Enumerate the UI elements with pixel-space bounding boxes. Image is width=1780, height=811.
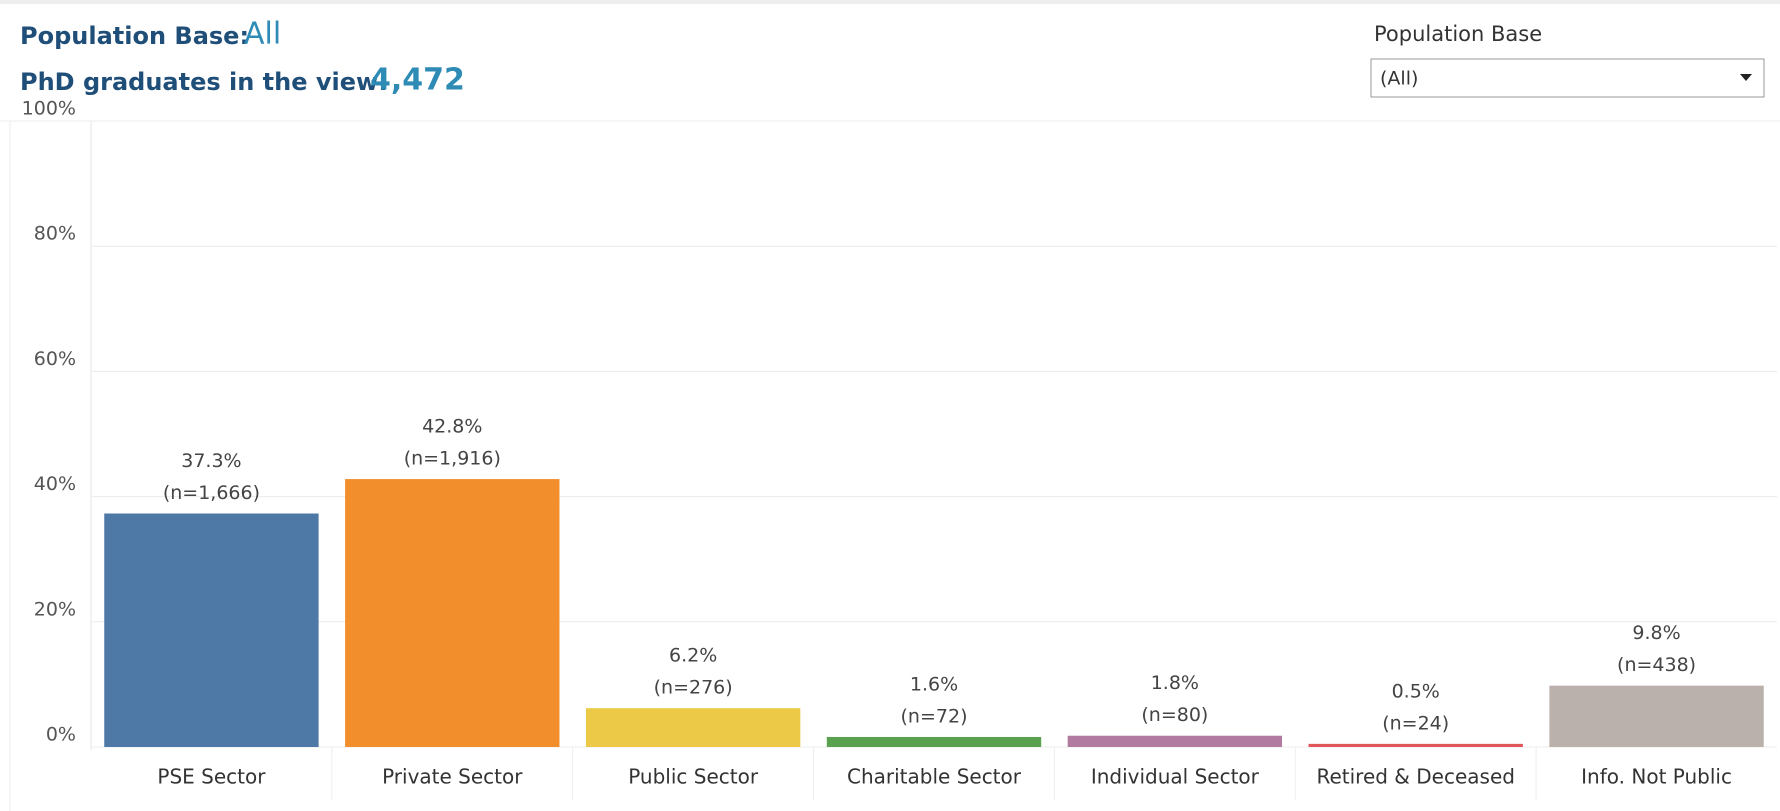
count-label: (n=1,916) (404, 448, 501, 470)
bar (1308, 743, 1523, 747)
x-tick-label: Info. Not Public (1581, 765, 1732, 789)
count-label: (n=72) (901, 705, 968, 727)
top-border (0, 0, 1780, 4)
filter-title: Population Base (1374, 22, 1542, 46)
value-label: 1.6% (910, 673, 958, 695)
y-tick-label: 60% (34, 348, 76, 370)
x-tick-label: Individual Sector (1091, 765, 1260, 789)
y-tick-label: 40% (34, 473, 76, 495)
dropdown-arrow[interactable] (1740, 74, 1752, 81)
base-value: All (244, 17, 281, 52)
x-tick-label: Retired & Deceased (1316, 765, 1514, 789)
x-tick-label: Private Sector (382, 765, 523, 789)
y-tick-label: 80% (34, 223, 76, 245)
count-label: (n=24) (1382, 712, 1449, 734)
dropdown-box[interactable] (1370, 58, 1765, 98)
y-tick-label: 100% (22, 98, 76, 120)
base-label: Population Base: (20, 22, 249, 50)
count-label: (n=1,666) (163, 482, 260, 504)
count-label: (n=276) (654, 677, 733, 699)
y-tick-label: 20% (34, 598, 76, 620)
filter-dropdown[interactable]: (All) (1370, 58, 1765, 98)
count-value: 4,472 (370, 63, 465, 98)
x-tick-label: PSE Sector (157, 765, 266, 789)
value-label: 37.3% (181, 450, 241, 472)
x-tick-label: Charitable Sector (847, 765, 1022, 789)
bar (585, 708, 801, 747)
value-label: 42.8% (422, 416, 482, 438)
value-label: 9.8% (1632, 622, 1680, 644)
x-tick-label: Public Sector (628, 765, 759, 789)
dropdown-value[interactable]: (All) (1380, 68, 1418, 90)
bar (1549, 685, 1764, 747)
count-label: (n=438) (1617, 654, 1696, 676)
y-tick-label: 0% (46, 724, 76, 746)
bar (345, 479, 560, 747)
bar (1067, 735, 1283, 747)
value-label: 1.8% (1151, 672, 1199, 694)
count-label: (n=80) (1141, 704, 1208, 726)
value-label: 6.2% (669, 645, 717, 667)
count-label: PhD graduates in the view: (20, 68, 388, 96)
bar (826, 736, 1042, 747)
value-label: 0.5% (1392, 680, 1440, 702)
bar (104, 513, 319, 747)
